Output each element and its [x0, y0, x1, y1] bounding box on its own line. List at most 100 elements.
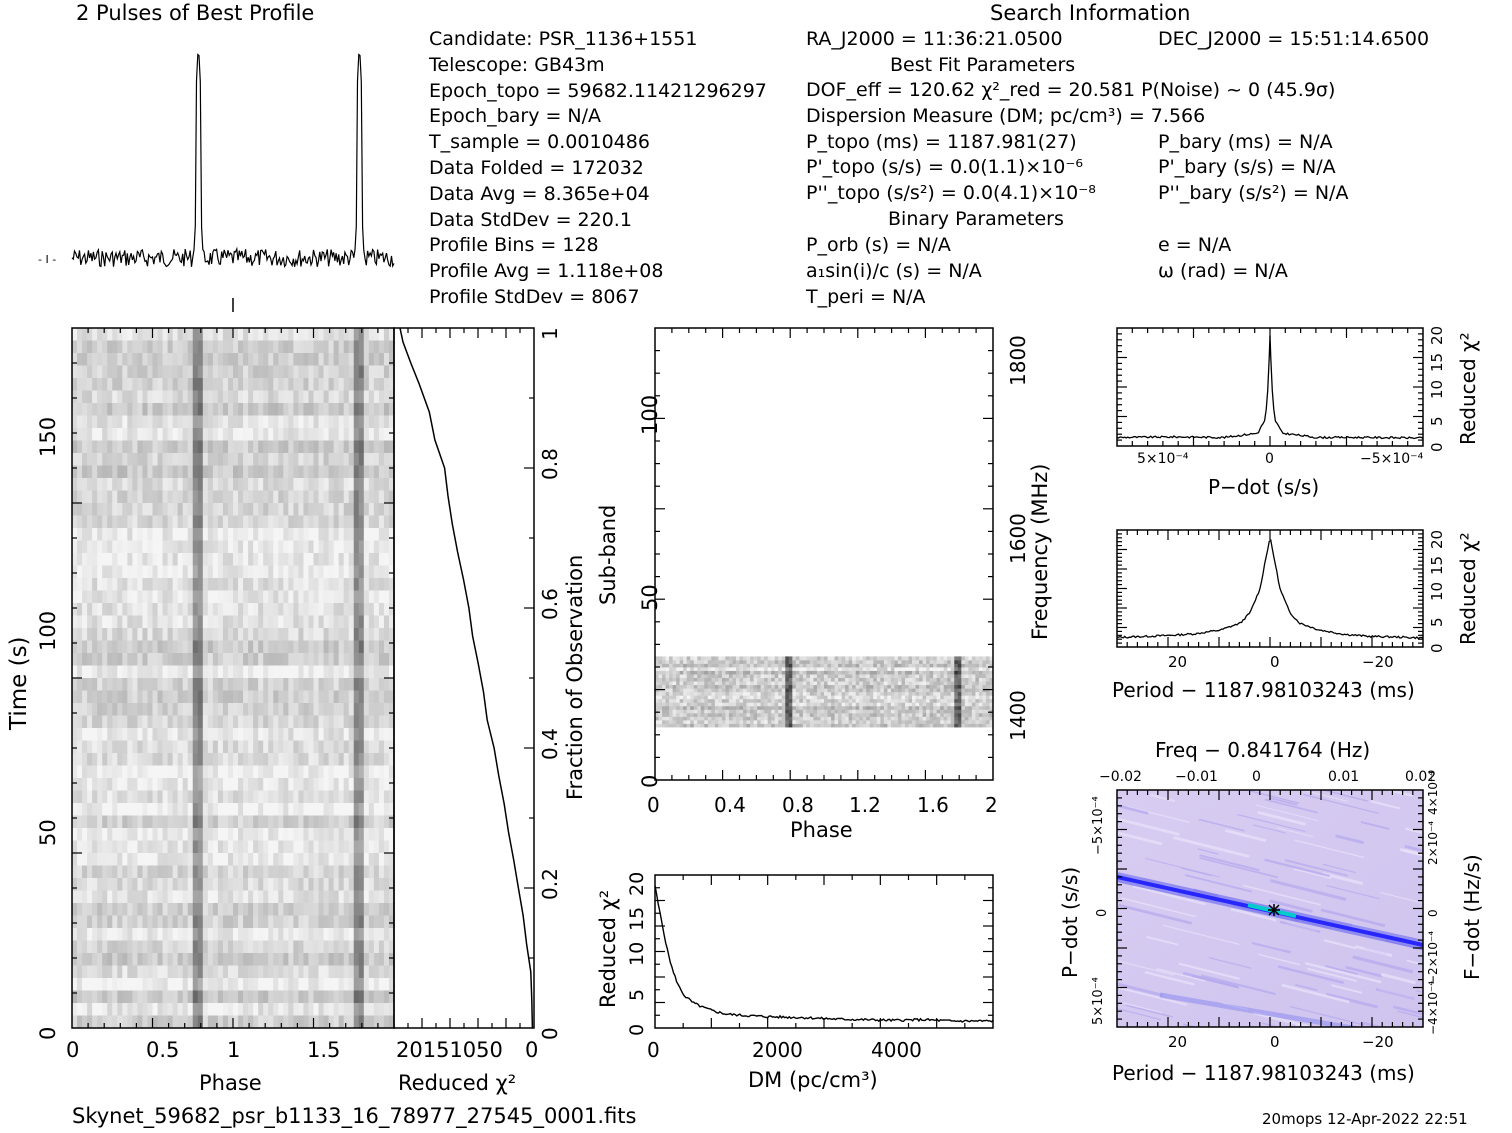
subband-cell: [831, 688, 835, 692]
subband-cell: [954, 699, 958, 703]
subband-cell: [937, 702, 941, 706]
time-phase-cell: [188, 578, 193, 591]
time-phase-cell: [82, 803, 87, 816]
time-phase-cell: [107, 828, 112, 841]
time-phase-cell: [278, 953, 283, 966]
time-phase-cell: [243, 503, 248, 516]
subband-cell: [813, 681, 817, 685]
subband-cell: [718, 692, 722, 696]
time-phase-cell: [203, 878, 208, 891]
time-phase-cell: [193, 816, 198, 829]
subband-cell: [898, 688, 902, 692]
subband-cell: [796, 685, 800, 689]
subband-cell: [732, 695, 736, 699]
time-phase-cell: [193, 941, 198, 954]
time-phase-cell: [158, 553, 163, 566]
time-phase-cell: [293, 653, 298, 666]
subband-cell: [803, 702, 807, 706]
time-phase-cell: [263, 416, 268, 429]
time-phase-cell: [293, 416, 298, 429]
subband-cell: [873, 695, 877, 699]
time-phase-cell: [384, 978, 389, 991]
subband-cell: [863, 724, 867, 728]
time-phase-cell: [374, 978, 379, 991]
subband-cell: [796, 720, 800, 724]
subband-cell: [828, 706, 832, 710]
time-phase-cell: [178, 341, 183, 354]
time-phase-cell: [268, 778, 273, 791]
time-phase-cell: [238, 1016, 243, 1029]
subband-cell: [979, 706, 983, 710]
time-phase-cell: [158, 528, 163, 541]
subband-cell: [961, 713, 965, 717]
time-phase-cell: [324, 941, 329, 954]
time-phase-cell: [238, 978, 243, 991]
time-phase-cell: [218, 766, 223, 779]
time-phase-cell: [243, 916, 248, 929]
time-phase-cell: [308, 916, 313, 929]
time-phase-cell: [298, 953, 303, 966]
subband-cell: [673, 709, 677, 713]
time-phase-cell: [238, 616, 243, 629]
time-phase-cell: [97, 928, 102, 941]
time-phase-cell: [329, 753, 334, 766]
time-phase-cell: [263, 716, 268, 729]
subband-cell: [887, 681, 891, 685]
time-phase-cell: [168, 991, 173, 1004]
subband-cell: [771, 702, 775, 706]
time-phase-cell: [218, 666, 223, 679]
time-phase-cell: [77, 1016, 82, 1029]
time-phase-cell: [258, 641, 263, 654]
time-phase-cell: [168, 778, 173, 791]
time-phase-cell: [314, 803, 319, 816]
time-phase-cell: [303, 691, 308, 704]
subband-cell: [944, 685, 948, 689]
time-phase-cell: [314, 453, 319, 466]
time-phase-cell: [303, 341, 308, 354]
time-phase-cell: [117, 766, 122, 779]
time-phase-cell: [122, 828, 127, 841]
time-phase-cell: [102, 878, 107, 891]
subband-cell: [722, 685, 726, 689]
time-phase-cell: [298, 1003, 303, 1016]
time-phase-cell: [314, 978, 319, 991]
time-phase-cell: [158, 666, 163, 679]
time-phase-cell: [208, 941, 213, 954]
time-phase-cell: [218, 328, 223, 341]
time-phase-cell: [218, 503, 223, 516]
time-phase-cell: [223, 441, 228, 454]
subband-cell: [944, 706, 948, 710]
subband-cell: [732, 681, 736, 685]
time-phase-cell: [298, 391, 303, 404]
time-phase-cell: [334, 1003, 339, 1016]
subband-cell: [972, 709, 976, 713]
subband-cell: [789, 692, 793, 696]
time-phase-cell: [82, 516, 87, 529]
time-phase-cell: [77, 328, 82, 341]
subband-cell: [845, 681, 849, 685]
subband-cell: [662, 720, 666, 724]
time-phase-cell: [82, 928, 87, 941]
time-phase-cell: [223, 691, 228, 704]
time-phase-cell: [268, 753, 273, 766]
subband-cell: [901, 713, 905, 717]
time-phase-cell: [137, 466, 142, 479]
time-phase-cell: [334, 366, 339, 379]
time-phase-cell: [263, 478, 268, 491]
time-phase-cell: [142, 466, 147, 479]
time-phase-cell: [72, 1003, 77, 1016]
time-phase-cell: [188, 741, 193, 754]
time-phase-cell: [258, 441, 263, 454]
time-phase-cell: [374, 891, 379, 904]
time-phase-cell: [314, 616, 319, 629]
subband-cell: [722, 720, 726, 724]
time-phase-cell: [314, 591, 319, 604]
time-phase-cell: [137, 741, 142, 754]
time-phase-cell: [82, 903, 87, 916]
time-phase-cell: [329, 841, 334, 854]
subband-cell: [972, 702, 976, 706]
subband-cell: [813, 678, 817, 682]
time-phase-cell: [218, 691, 223, 704]
time-phase-cell: [72, 1016, 77, 1029]
time-phase-cell: [112, 378, 117, 391]
